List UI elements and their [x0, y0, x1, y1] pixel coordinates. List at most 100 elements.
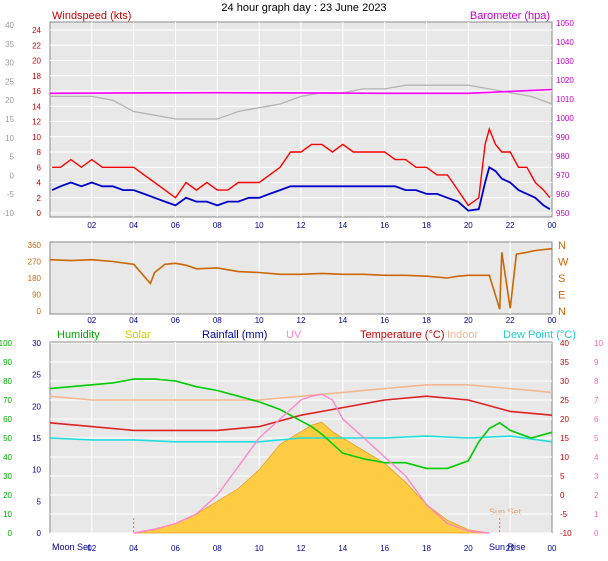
solar-tick: 20 — [32, 402, 41, 411]
temperature-tick: 15 — [560, 434, 569, 443]
uv-tick: 2 — [594, 491, 599, 500]
barometer-tick: 980 — [556, 152, 570, 161]
barometer-tick: 960 — [556, 190, 570, 199]
temperature-tick: 40 — [560, 339, 569, 348]
humidity-tick: 30 — [3, 472, 12, 481]
time-tick: 08 — [213, 316, 222, 325]
direction-tick: 270 — [28, 258, 42, 267]
direction-tick: 180 — [28, 274, 42, 283]
time-tick: 00 — [548, 544, 557, 553]
solar-tick: 10 — [32, 466, 41, 475]
outer-tick: 10 — [5, 134, 14, 143]
legend-uv: UV — [286, 329, 302, 341]
compass-label: E — [558, 290, 565, 302]
windspeed-tick: 2 — [37, 194, 42, 203]
uv-tick: 6 — [594, 415, 599, 424]
solar-area — [133, 421, 490, 534]
time-tick: 04 — [129, 544, 138, 553]
time-tick: 00 — [548, 221, 557, 230]
time-tick: 16 — [380, 316, 389, 325]
windspeed-tick: 6 — [37, 163, 42, 172]
time-tick: 18 — [422, 544, 431, 553]
time-tick: 14 — [338, 316, 347, 325]
temperature-tick: -5 — [560, 510, 568, 519]
barometer-tick: 990 — [556, 133, 570, 142]
windspeed-tick: 14 — [32, 102, 41, 111]
time-tick: 12 — [297, 316, 306, 325]
barometer-tick: 1010 — [556, 95, 574, 104]
humidity-tick: 80 — [3, 377, 12, 386]
time-tick: 10 — [255, 544, 264, 553]
windspeed-gust-line — [52, 126, 551, 207]
time-tick: 02 — [87, 544, 96, 553]
barometer-tick: 1000 — [556, 114, 574, 123]
time-tick: 22 — [506, 221, 515, 230]
annotation-moon-set: Moon Set — [52, 542, 91, 552]
barometer-tick: 1040 — [556, 38, 574, 47]
temperature-tick: 5 — [560, 472, 565, 481]
uv-tick: 8 — [594, 377, 599, 386]
humidity-tick: 10 — [3, 510, 12, 519]
humidity-tick: 20 — [3, 491, 12, 500]
time-tick: 02 — [87, 221, 96, 230]
uv-tick: 10 — [594, 339, 603, 348]
barometer-axis-label: Barometer (hpa) — [470, 10, 550, 22]
dewpoint-line — [49, 435, 553, 443]
humidity-tick: 40 — [3, 453, 12, 462]
compass-label: N — [558, 240, 566, 252]
uv-tick: 7 — [594, 396, 599, 405]
time-tick: 18 — [422, 316, 431, 325]
time-tick: 08 — [213, 544, 222, 553]
barometer-line — [49, 88, 553, 95]
direction-tick: 0 — [37, 307, 42, 316]
uv-line — [133, 393, 490, 534]
windspeed-tick: 18 — [32, 72, 41, 81]
temperature-tick: 10 — [560, 453, 569, 462]
humidity-tick: 100 — [0, 339, 13, 348]
windspeed-tick: 24 — [32, 26, 41, 35]
humidity-tick: 50 — [3, 434, 12, 443]
humidity-line — [49, 378, 553, 470]
direction-tick: 90 — [32, 291, 41, 300]
outer-tick: -5 — [7, 190, 15, 199]
humidity-tick: 0 — [8, 529, 13, 538]
legend-rainfall: Rainfall (mm) — [202, 329, 267, 341]
windspeed-tick: 10 — [32, 133, 41, 142]
grey-trace-line — [50, 84, 553, 120]
indoor-line — [49, 383, 553, 401]
time-tick: 12 — [297, 221, 306, 230]
humidity-tick: 60 — [3, 415, 12, 424]
legend-solar: Solar — [125, 329, 151, 341]
time-tick: 22 — [506, 316, 515, 325]
uv-tick: 9 — [594, 358, 599, 367]
barometer-tick: 950 — [556, 209, 570, 218]
time-tick: 18 — [422, 221, 431, 230]
time-tick: 08 — [213, 221, 222, 230]
compass-label: N — [558, 306, 566, 318]
barometer-tick: 1030 — [556, 57, 574, 66]
barometer-tick: 1020 — [556, 76, 574, 85]
time-tick: 04 — [129, 221, 138, 230]
time-tick: 00 — [548, 316, 557, 325]
outer-tick: 40 — [5, 21, 14, 30]
uv-tick: 3 — [594, 472, 599, 481]
windspeed-tick: 8 — [37, 148, 42, 157]
time-tick: 16 — [380, 221, 389, 230]
outer-tick: 0 — [10, 171, 15, 180]
temperature-tick: 35 — [560, 358, 569, 367]
time-tick: 12 — [297, 544, 306, 553]
time-tick: 14 — [338, 221, 347, 230]
graph-title: 24 hour graph day : 23 June 2023 — [221, 2, 386, 14]
temperature-tick: 30 — [560, 377, 569, 386]
uv-tick: 0 — [594, 529, 599, 538]
temperature-tick: 20 — [560, 415, 569, 424]
solar-tick: 5 — [37, 497, 42, 506]
legend-indoor: Indoor — [447, 329, 479, 341]
time-tick: 06 — [171, 316, 180, 325]
legend-humidity: Humidity — [57, 329, 100, 341]
humidity-tick: 70 — [3, 396, 12, 405]
temperature-line — [49, 395, 553, 432]
time-tick: 06 — [171, 544, 180, 553]
time-tick: 10 — [255, 316, 264, 325]
